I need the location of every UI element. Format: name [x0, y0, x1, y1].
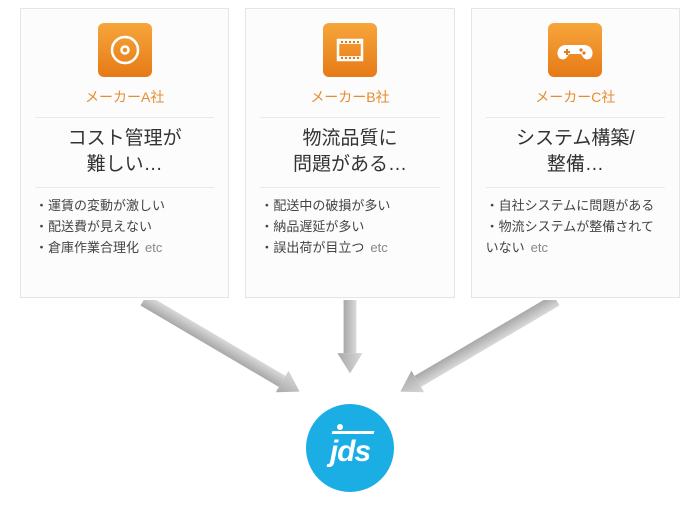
arrow-mid-icon [337, 300, 362, 373]
card-headline: コスト管理が 難しい… [35, 126, 214, 188]
headline-line2: 整備… [547, 154, 604, 175]
list-item: 配送費が見えない [35, 217, 214, 238]
icon-wrap [35, 23, 214, 77]
disc-icon [98, 23, 152, 77]
icon-wrap [260, 23, 439, 77]
list-item: 誤出荷が目立つ etc [260, 238, 439, 259]
card-maker-a: メーカーA社 コスト管理が 難しい… 運賃の変動が激しい 配送費が見えない 倉庫… [20, 8, 229, 298]
arrow-right-icon [394, 300, 563, 403]
logo-bar-icon [331, 431, 374, 434]
icon-wrap [486, 23, 665, 77]
headline-line2: 難しい… [87, 154, 163, 175]
jds-logo: jds [306, 404, 394, 492]
headline-line1: システム構築/ [516, 128, 635, 149]
headline-line1: 物流品質に [302, 128, 397, 149]
cards-row: メーカーA社 コスト管理が 難しい… 運賃の変動が激しい 配送費が見えない 倉庫… [0, 0, 700, 298]
maker-label: メーカーB社 [260, 87, 439, 118]
film-icon [323, 23, 377, 77]
bullet-text: 納品遅延が多い [273, 219, 364, 234]
bullet-text: 運賃の変動が激しい [48, 198, 165, 213]
gamepad-icon [548, 23, 602, 77]
headline-line2: 問題がある… [293, 154, 407, 175]
list-item: 納品遅延が多い [260, 217, 439, 238]
etc-text: etc [145, 240, 162, 255]
list-item: 配送中の破損が多い [260, 196, 439, 217]
bullet-list: 配送中の破損が多い 納品遅延が多い 誤出荷が目立つ etc [260, 196, 439, 258]
headline-line1: コスト管理が [68, 128, 182, 149]
list-item: 倉庫作業合理化 etc [35, 238, 214, 259]
arrows-svg [0, 300, 700, 410]
bullet-text: 自社システムに問題がある [499, 198, 655, 213]
logo-letters: jds [330, 435, 370, 468]
maker-label: メーカーC社 [486, 87, 665, 118]
etc-text: etc [370, 240, 387, 255]
logo-text: jds [330, 435, 370, 469]
bullet-text: 倉庫作業合理化 [48, 240, 139, 255]
card-headline: 物流品質に 問題がある… [260, 126, 439, 188]
bullet-list: 運賃の変動が激しい 配送費が見えない 倉庫作業合理化 etc [35, 196, 214, 258]
list-item: 物流システムが整備されていないetc [486, 217, 665, 259]
maker-label: メーカーA社 [35, 87, 214, 118]
etc-text: etc [531, 240, 548, 255]
card-maker-b: メーカーB社 物流品質に 問題がある… 配送中の破損が多い 納品遅延が多い 誤出… [245, 8, 454, 298]
bullet-text: 配送費が見えない [48, 219, 152, 234]
card-maker-c: メーカーC社 システム構築/ 整備… 自社システムに問題がある 物流システムが整… [471, 8, 680, 298]
logo-dot-icon [337, 424, 343, 430]
bullet-text: 配送中の破損が多い [273, 198, 390, 213]
bullet-text: 物流システムが整備されていない [486, 219, 654, 255]
list-item: 自社システムに問題がある [486, 196, 665, 217]
bullet-text: 誤出荷が目立つ [273, 240, 364, 255]
bullet-list: 自社システムに問題がある 物流システムが整備されていないetc [486, 196, 665, 258]
card-headline: システム構築/ 整備… [486, 126, 665, 188]
arrow-left-icon [137, 300, 306, 403]
list-item: 運賃の変動が激しい [35, 196, 214, 217]
